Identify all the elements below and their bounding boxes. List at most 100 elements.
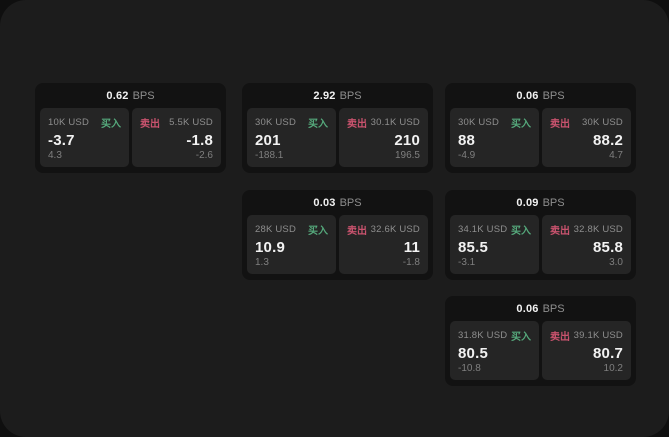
card-bps-header: 0.62 BPS xyxy=(35,83,226,108)
sell-top-row: 卖出 39.1K USD xyxy=(550,328,623,343)
sell-label: 卖出 xyxy=(347,226,367,237)
buy-top-row: 31.8K USD 买入 xyxy=(458,328,531,343)
bps-value: 0.09 xyxy=(516,196,539,209)
buy-amount: 34.1K USD xyxy=(458,224,508,235)
buy-label: 买入 xyxy=(511,119,531,130)
sell-top-row: 卖出 32.6K USD xyxy=(347,222,420,237)
bps-unit-label: BPS xyxy=(542,302,565,315)
sell-top-row: 卖出 5.5K USD xyxy=(140,115,213,130)
sell-amount: 5.5K USD xyxy=(169,117,213,128)
buy-amount: 10K USD xyxy=(48,117,90,128)
buy-label: 买入 xyxy=(511,226,531,237)
card-bps-header: 0.09 BPS xyxy=(445,190,636,215)
sell-sub-value: 10.2 xyxy=(603,363,623,374)
buy-top-row: 34.1K USD 买入 xyxy=(458,222,531,237)
buy-top-row: 10K USD 买入 xyxy=(48,115,121,130)
buy-tile[interactable]: 31.8K USD 买入 80.5 -10.8 xyxy=(450,321,539,380)
sell-amount: 30K USD xyxy=(581,117,623,128)
sell-tile[interactable]: 卖出 30K USD 88.2 4.7 xyxy=(542,108,631,167)
quote-card: 0.06 BPS 30K USD 买入 88 -4.9 卖出 30K USD 8… xyxy=(445,83,636,173)
sell-price: 210 xyxy=(394,132,420,149)
buy-label: 买入 xyxy=(511,332,531,343)
card-body: 31.8K USD 买入 80.5 -10.8 卖出 39.1K USD 80.… xyxy=(445,321,636,386)
card-body: 28K USD 买入 10.9 1.3 卖出 32.6K USD 11 -1.8 xyxy=(242,215,433,280)
card-bps-header: 0.06 BPS xyxy=(445,83,636,108)
buy-price: 85.5 xyxy=(458,239,488,256)
sell-tile[interactable]: 卖出 39.1K USD 80.7 10.2 xyxy=(542,321,631,380)
sell-tile[interactable]: 卖出 32.6K USD 11 -1.8 xyxy=(339,215,428,274)
sell-amount: 32.8K USD xyxy=(573,224,623,235)
bps-value: 2.92 xyxy=(313,89,336,102)
sell-tile[interactable]: 卖出 30.1K USD 210 196.5 xyxy=(339,108,428,167)
bps-value: 0.03 xyxy=(313,196,336,209)
buy-tile[interactable]: 34.1K USD 买入 85.5 -3.1 xyxy=(450,215,539,274)
sell-price: 88.2 xyxy=(593,132,623,149)
quote-card: 0.06 BPS 31.8K USD 买入 80.5 -10.8 卖出 39.1… xyxy=(445,296,636,386)
card-bps-header: 0.06 BPS xyxy=(445,296,636,321)
buy-price: 80.5 xyxy=(458,345,488,362)
buy-label: 买入 xyxy=(101,119,121,130)
buy-sub-value: 4.3 xyxy=(48,150,62,161)
sell-amount: 30.1K USD xyxy=(370,117,420,128)
sell-price: 11 xyxy=(403,239,420,256)
sell-sub-value: 196.5 xyxy=(394,150,420,161)
buy-sub-value: -3.1 xyxy=(458,257,476,268)
bps-unit-label: BPS xyxy=(132,89,155,102)
sell-amount: 32.6K USD xyxy=(370,224,420,235)
card-bps-header: 0.03 BPS xyxy=(242,190,433,215)
buy-amount: 28K USD xyxy=(255,224,297,235)
sell-label: 卖出 xyxy=(550,332,570,343)
buy-price: 201 xyxy=(255,132,281,149)
buy-label: 买入 xyxy=(308,119,328,130)
sell-tile[interactable]: 卖出 32.8K USD 85.8 3.0 xyxy=(542,215,631,274)
buy-sub-value: -4.9 xyxy=(458,150,476,161)
bps-value: 0.62 xyxy=(106,89,129,102)
card-body: 34.1K USD 买入 85.5 -3.1 卖出 32.8K USD 85.8… xyxy=(445,215,636,280)
sell-amount: 39.1K USD xyxy=(573,330,623,341)
sell-price: -1.8 xyxy=(186,132,213,149)
buy-top-row: 28K USD 买入 xyxy=(255,222,328,237)
bps-value: 0.06 xyxy=(516,89,539,102)
quote-card: 0.62 BPS 10K USD 买入 -3.7 4.3 卖出 5.5K USD… xyxy=(35,83,226,173)
buy-tile[interactable]: 30K USD 买入 88 -4.9 xyxy=(450,108,539,167)
buy-tile[interactable]: 28K USD 买入 10.9 1.3 xyxy=(247,215,336,274)
sell-label: 卖出 xyxy=(550,119,570,130)
card-bps-header: 2.92 BPS xyxy=(242,83,433,108)
sell-top-row: 卖出 30K USD xyxy=(550,115,623,130)
card-body: 30K USD 买入 88 -4.9 卖出 30K USD 88.2 4.7 xyxy=(445,108,636,173)
sell-tile[interactable]: 卖出 5.5K USD -1.8 -2.6 xyxy=(132,108,221,167)
buy-price: 10.9 xyxy=(255,239,285,256)
quote-card: 2.92 BPS 30K USD 买入 201 -188.1 卖出 30.1K … xyxy=(242,83,433,173)
buy-price: -3.7 xyxy=(48,132,75,149)
bps-unit-label: BPS xyxy=(339,196,362,209)
sell-label: 卖出 xyxy=(550,226,570,237)
buy-price: 88 xyxy=(458,132,476,149)
sell-sub-value: 4.7 xyxy=(609,150,623,161)
sell-price: 85.8 xyxy=(593,239,623,256)
sell-label: 卖出 xyxy=(347,119,367,130)
sell-top-row: 卖出 32.8K USD xyxy=(550,222,623,237)
card-body: 30K USD 买入 201 -188.1 卖出 30.1K USD 210 1… xyxy=(242,108,433,173)
bps-unit-label: BPS xyxy=(542,89,565,102)
sell-label: 卖出 xyxy=(140,119,160,130)
buy-sub-value: 1.3 xyxy=(255,257,269,268)
sell-top-row: 卖出 30.1K USD xyxy=(347,115,420,130)
sell-sub-value: -1.8 xyxy=(402,257,420,268)
buy-top-row: 30K USD 买入 xyxy=(255,115,328,130)
buy-tile[interactable]: 30K USD 买入 201 -188.1 xyxy=(247,108,336,167)
bps-unit-label: BPS xyxy=(542,196,565,209)
buy-sub-value: -10.8 xyxy=(458,363,481,374)
sell-sub-value: 3.0 xyxy=(609,257,623,268)
sell-price: 80.7 xyxy=(593,345,623,362)
bps-value: 0.06 xyxy=(516,302,539,315)
sell-sub-value: -2.6 xyxy=(195,150,213,161)
buy-tile[interactable]: 10K USD 买入 -3.7 4.3 xyxy=(40,108,129,167)
buy-amount: 30K USD xyxy=(255,117,297,128)
quote-card: 0.09 BPS 34.1K USD 买入 85.5 -3.1 卖出 32.8K… xyxy=(445,190,636,280)
card-body: 10K USD 买入 -3.7 4.3 卖出 5.5K USD -1.8 -2.… xyxy=(35,108,226,173)
buy-amount: 30K USD xyxy=(458,117,500,128)
buy-amount: 31.8K USD xyxy=(458,330,508,341)
bps-unit-label: BPS xyxy=(339,89,362,102)
quote-card: 0.03 BPS 28K USD 买入 10.9 1.3 卖出 32.6K US… xyxy=(242,190,433,280)
